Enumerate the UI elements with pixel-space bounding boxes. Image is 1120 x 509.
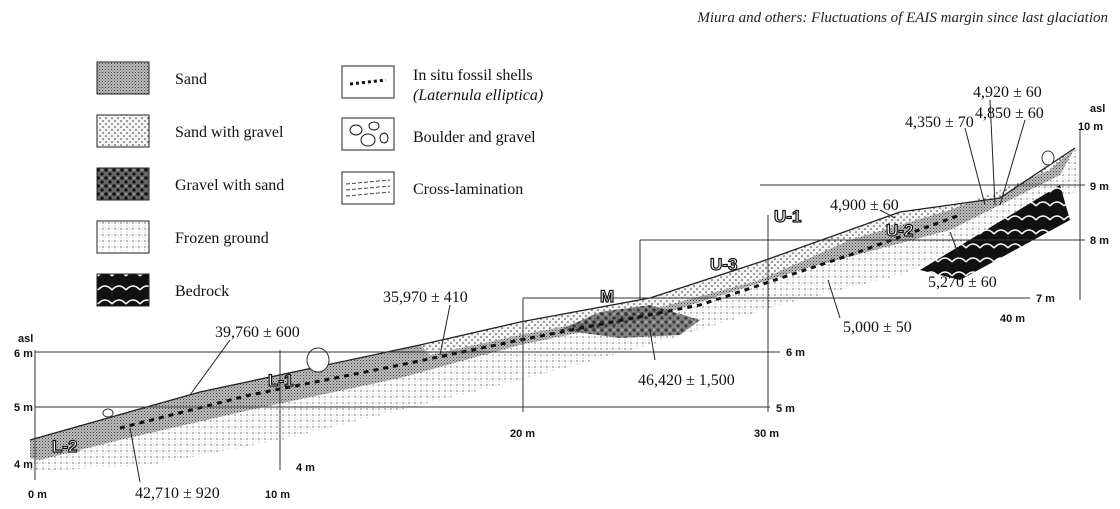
unit-label: L-2 — [52, 437, 78, 456]
leader-lines — [129, 99, 1026, 483]
legend-label: (Laternula elliptica) — [413, 87, 543, 104]
height-label: 4 m — [14, 459, 33, 471]
legend-label: Sand — [175, 71, 207, 88]
date-label: 4,850 ± 60 — [975, 105, 1044, 122]
legend-label: In situ fossil shells — [413, 67, 533, 84]
legend-label: Frozen ground — [175, 230, 269, 247]
legend-label: Boulder and gravel — [413, 129, 536, 146]
height-label: 4 m — [296, 462, 315, 474]
legend-label: Sand with gravel — [175, 124, 284, 141]
legend: Sand Sand with gravel Gravel with sand F… — [96, 61, 543, 307]
date-label: 39,760 ± 600 — [215, 324, 300, 341]
date-label: 5,270 ± 60 — [928, 274, 997, 291]
legend-swatch — [349, 78, 387, 86]
legend-swatch — [345, 179, 391, 197]
legend-label: Gravel with sand — [175, 177, 284, 194]
date-label: 5,000 ± 50 — [843, 319, 912, 336]
height-label: 5 m — [776, 403, 795, 415]
distance-label: 30 m — [754, 428, 779, 440]
unit-label: M — [600, 287, 614, 306]
height-label: 6 m — [786, 347, 805, 359]
asl-label: asl — [18, 333, 33, 345]
legend-swatch — [96, 220, 150, 254]
gravel-lens — [560, 305, 700, 338]
distance-label: 10 m — [265, 489, 290, 501]
bedrock — [920, 185, 1070, 280]
asl-label: asl — [1090, 103, 1105, 115]
unit-label: U-1 — [774, 207, 801, 226]
date-label: 4,900 ± 60 — [830, 197, 899, 214]
boulders — [102, 150, 1055, 418]
date-label: 46,420 ± 1,500 — [638, 372, 735, 389]
height-label: 9 m — [1090, 181, 1109, 193]
distance-label: 20 m — [510, 428, 535, 440]
unit-label: U-2 — [886, 221, 913, 240]
height-label: 6 m — [14, 348, 33, 360]
legend-swatch — [96, 167, 150, 201]
distance-label: 0 m — [28, 489, 47, 501]
unit-label: U-3 — [710, 255, 737, 274]
legend-swatch — [96, 114, 150, 148]
unit-label: L-1 — [268, 371, 294, 390]
height-label: 5 m — [14, 402, 33, 414]
legend-label: Bedrock — [175, 283, 229, 300]
height-label: 8 m — [1090, 235, 1109, 247]
date-label: 35,970 ± 410 — [383, 289, 468, 306]
shell-horizon — [119, 213, 961, 430]
legend-swatch — [96, 273, 150, 307]
running-header: Miura and others: Fluctuations of EAIS m… — [696, 10, 1108, 26]
date-label: 4,920 ± 60 — [973, 84, 1042, 101]
sand-gravel-layer — [420, 148, 1075, 355]
distance-label: 40 m — [1000, 313, 1025, 325]
height-label: 10 m — [1078, 121, 1103, 133]
cross-section — [29, 147, 1080, 470]
height-label: 7 m — [1036, 293, 1055, 305]
legend-swatch — [349, 121, 389, 147]
date-label: 4,350 ± 70 — [905, 114, 974, 131]
date-label: 42,710 ± 920 — [135, 485, 220, 502]
legend-label: Cross-lamination — [413, 181, 523, 198]
scale-frame: asl 6 m 5 m 4 m 6 m 5 m 4 m 0 m 10 m 20 … — [14, 103, 1109, 501]
sand-layer — [30, 148, 1075, 460]
legend-swatch — [96, 61, 150, 95]
legend-swatch — [341, 171, 395, 205]
